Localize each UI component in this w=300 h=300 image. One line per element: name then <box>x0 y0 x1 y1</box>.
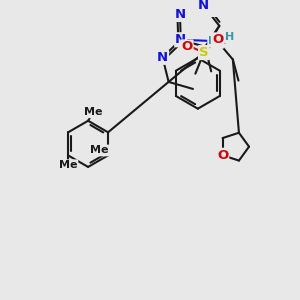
Text: N: N <box>157 51 168 64</box>
Text: Me: Me <box>90 146 109 155</box>
Text: Me: Me <box>84 107 102 117</box>
Text: NH: NH <box>208 36 226 46</box>
Text: N: N <box>212 35 223 48</box>
Text: O: O <box>217 149 228 162</box>
Text: S: S <box>199 46 209 59</box>
Text: O: O <box>212 33 224 46</box>
Text: N: N <box>198 0 209 12</box>
Text: O: O <box>181 40 193 53</box>
Text: H: H <box>225 32 234 42</box>
Text: Me: Me <box>59 160 77 170</box>
Text: N: N <box>175 33 186 46</box>
Text: N: N <box>174 8 185 21</box>
